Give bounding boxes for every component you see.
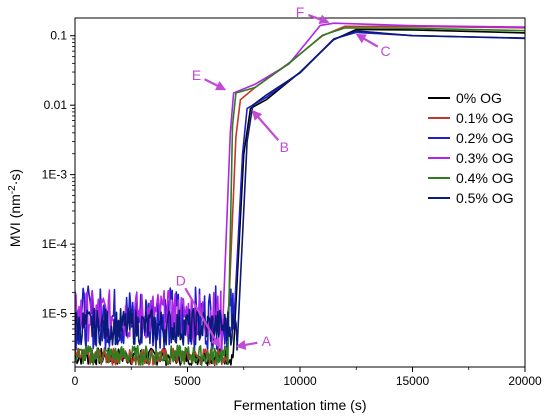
annotation-arrow-d <box>184 287 218 342</box>
annotation-arrow-b <box>256 115 280 141</box>
legend-label-1: 0.1% OG <box>456 110 514 126</box>
legend-label-4: 0.4% OG <box>456 170 514 186</box>
y-tick-label-3: 0.01 <box>44 98 68 112</box>
legend-label-5: 0.5% OG <box>456 190 514 206</box>
legend-label-2: 0.2% OG <box>456 130 514 146</box>
y-tick-label-1: 1E-4 <box>42 237 68 251</box>
y-axis-label: MVI (nm-2·s) <box>7 169 24 247</box>
y-tick-label-2: 1E-3 <box>42 168 68 182</box>
y-tick-label-0: 1E-5 <box>42 307 68 321</box>
x-tick-label-4: 20000 <box>508 374 542 388</box>
annotation-label-b: B <box>280 139 289 155</box>
annotation-arrowhead-d <box>210 336 221 349</box>
annotation-arrowhead-f <box>318 14 330 25</box>
x-tick-label-2: 10000 <box>283 374 317 388</box>
y-axis-label-suffix: ·s) <box>7 169 23 185</box>
y-tick-label-4: 0.1 <box>50 29 67 43</box>
annotation-arrowhead-a <box>235 339 247 350</box>
annotation-label-f: F <box>296 4 305 20</box>
series-line-4 <box>75 27 525 366</box>
annotation-arrow-e <box>204 78 220 88</box>
series-line-3 <box>75 22 525 363</box>
ticks-layer: 0 5000 10000 15000 20000 1E-5 1E-4 1E-3 0.01 0.1 <box>42 29 542 388</box>
x-tick-label-3: 15000 <box>396 374 430 388</box>
x-tick-label-0: 0 <box>72 374 79 388</box>
annotation-label-e: E <box>192 67 201 83</box>
annotation-arrowhead-e <box>215 81 227 91</box>
legend-label-0: 0% OG <box>456 90 502 106</box>
annotation-arrow-f <box>308 14 323 22</box>
series-layer <box>75 22 525 367</box>
y-axis-label-prefix: MVI (nm <box>7 194 23 247</box>
annotation-arrow-a <box>243 341 258 347</box>
annotation-arrowhead-c <box>355 33 367 44</box>
legend-label-3: 0.3% OG <box>456 150 514 166</box>
legend: 0% OG 0.1% OG 0.2% OG 0.3% OG 0.4% OG 0.5% OG <box>428 90 514 206</box>
annotation-label-c: C <box>380 43 390 59</box>
annotation-layer: A B C D E F <box>176 4 391 350</box>
x-tick-label-1: 5000 <box>174 374 201 388</box>
annotation-arrowhead-b <box>251 109 263 121</box>
annotation-label-a: A <box>262 333 272 349</box>
series-line-5 <box>75 30 525 351</box>
annotation-label-d: D <box>176 272 186 288</box>
y-axis-label-sup: -2 <box>7 185 18 194</box>
annotation-arrow-c <box>362 36 379 48</box>
x-axis-label: Fermentation time (s) <box>233 397 366 413</box>
